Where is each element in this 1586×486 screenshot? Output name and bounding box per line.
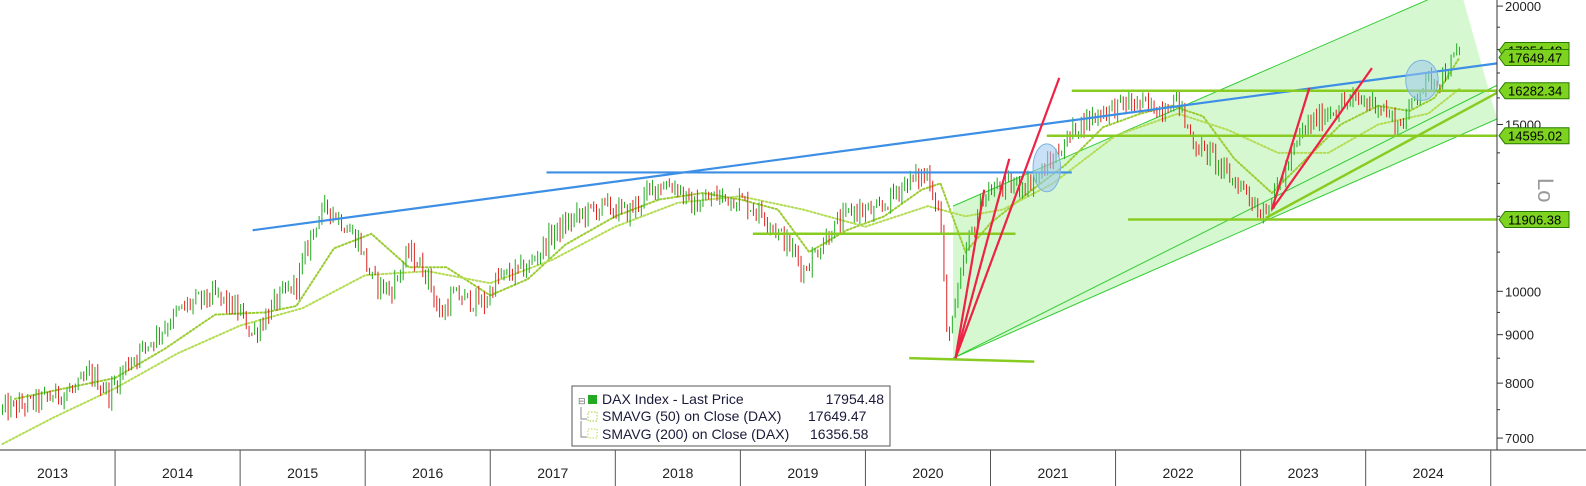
channel-mid-line	[952, 84, 1498, 359]
green-level-line	[909, 356, 1035, 363]
y-tick-label: 10000	[1505, 284, 1541, 299]
red-trendline	[1270, 67, 1373, 211]
price-label-box	[1498, 49, 1570, 67]
legend-tree-icon	[580, 407, 587, 420]
red-trendline	[1270, 87, 1311, 210]
legend-label-sma50: SMAVG (50) on Close (DAX)	[602, 408, 781, 424]
legend-swatch-sma50	[587, 411, 598, 422]
legend-value-price: 17954.48	[826, 391, 885, 407]
sma50-line	[14, 56, 1461, 400]
y-tick-label: 9000	[1505, 328, 1534, 343]
legend-item-price: ⊟ DAX Index - Last Price 17954.48	[578, 391, 884, 407]
price-label-text: 11906.38	[1508, 213, 1561, 228]
x-tick-label: 2015	[287, 465, 318, 481]
chart-legend: ⊟ DAX Index - Last Price 17954.48 SMAVG …	[571, 385, 891, 447]
x-tick-label: 2017	[537, 465, 568, 481]
y-tick-label: 7000	[1505, 431, 1534, 446]
price-label-text: 17649.47	[1508, 51, 1562, 66]
red-trendline	[954, 77, 1061, 359]
x-tick-label: 2018	[662, 465, 693, 481]
x-tick-label: 2023	[1288, 465, 1319, 481]
price-label-text: 16282.34	[1508, 84, 1562, 99]
x-tick-label: 2024	[1413, 465, 1444, 481]
y-tick-label: 8000	[1505, 376, 1534, 391]
legend-label-price: DAX Index - Last Price	[602, 391, 744, 407]
x-tick-label: 2016	[412, 465, 443, 481]
sma200-line	[1, 87, 1461, 445]
price-label-box	[1498, 127, 1570, 145]
red-trendline	[954, 158, 1011, 359]
green-trendline	[1265, 91, 1498, 220]
x-tick-label: 2022	[1163, 465, 1194, 481]
price-label-text: 14595.02	[1508, 129, 1562, 144]
channel-lower-line	[952, 118, 1498, 359]
x-tick-label: 2013	[37, 465, 68, 481]
legend-tree-icon	[580, 421, 587, 438]
red-trendline	[954, 189, 986, 359]
price-label: 17649.47	[1498, 49, 1570, 67]
price-label: 14595.02	[1498, 127, 1570, 145]
highlight-ellipse	[1405, 59, 1439, 101]
y-tick-label: 20000	[1505, 0, 1541, 14]
x-tick-label: 2021	[1037, 465, 1068, 481]
legend-box	[571, 385, 891, 447]
highlight-ellipse	[1032, 143, 1062, 193]
x-tick-label: 2019	[787, 465, 818, 481]
legend-label-sma200: SMAVG (200) on Close (DAX)	[602, 426, 789, 442]
legend-swatch-price	[588, 395, 597, 404]
x-tick-label: 2014	[162, 465, 193, 481]
legend-swatch-sma200	[587, 428, 598, 439]
x-tick-label: 2020	[912, 465, 943, 481]
price-label: 11906.38	[1498, 211, 1570, 229]
legend-item-sma200: SMAVG (200) on Close (DAX) 16356.58	[580, 421, 869, 442]
price-label-box	[1498, 211, 1570, 229]
price-label-box	[1498, 82, 1570, 100]
legend-toggle-icon: ⊟	[578, 396, 586, 406]
legend-value-sma200: 16356.58	[810, 426, 869, 442]
legend-item-sma50: SMAVG (50) on Close (DAX) 17649.47	[580, 407, 867, 424]
legend-value-sma50: 17649.47	[808, 408, 867, 424]
scale-label: Lo	[1533, 178, 1558, 202]
price-label: 16282.34	[1498, 82, 1570, 100]
